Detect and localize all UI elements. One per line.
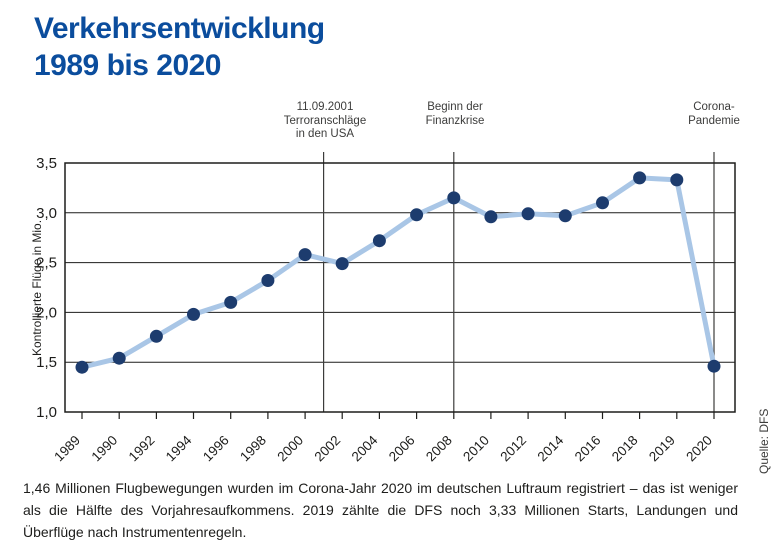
x-tick-label: 2020: [683, 433, 715, 465]
x-tick-label: 2002: [311, 433, 343, 465]
y-tick-label: 3,0: [36, 205, 57, 222]
x-tick-label: 2000: [274, 433, 306, 465]
annotation-corona-pandemic: Corona- Pandemie: [688, 101, 740, 127]
source-label: Quelle: DFS: [757, 408, 771, 474]
data-point-1989: [75, 360, 89, 374]
y-tick-label: 2,0: [36, 304, 57, 321]
annotation-terror-attacks: 11.09.2001 Terroranschläge in den USA: [283, 101, 367, 140]
x-tick-label: 1994: [163, 432, 195, 464]
y-tick-label: 1,0: [36, 404, 57, 421]
x-tick-label: 1998: [237, 433, 269, 465]
x-tick-label: 1992: [126, 433, 158, 465]
x-tick-label: 2010: [460, 433, 492, 465]
data-point-2008: [447, 191, 461, 205]
x-tick-label: 2014: [535, 432, 567, 464]
data-point-2002: [335, 257, 349, 271]
x-tick-label: 2008: [423, 433, 455, 465]
data-point-1994: [187, 307, 200, 321]
data-point-2019: [670, 173, 684, 187]
x-tick-label: 1990: [88, 433, 120, 465]
data-point-1998: [261, 274, 275, 287]
x-tick-label: 2019: [646, 433, 678, 465]
data-point-2004: [372, 234, 386, 248]
data-line: [79, 175, 717, 370]
annotation-financial-crisis: Beginn der Finanzkrise: [425, 101, 485, 127]
data-point-1992: [149, 329, 163, 343]
x-tick-label: 2006: [386, 433, 418, 465]
data-point-2014: [558, 209, 572, 223]
y-tick-label: 3,5: [36, 155, 57, 172]
data-point-1990: [112, 351, 126, 365]
data-point-1996: [224, 295, 238, 309]
x-tick-label: 2018: [609, 433, 641, 465]
x-tick-label: 1989: [51, 433, 83, 465]
data-point-2000: [298, 248, 312, 262]
data-point-2016: [596, 196, 609, 210]
y-tick-label: 2,5: [36, 255, 57, 272]
data-point-2010: [484, 210, 498, 224]
data-point-2018: [633, 171, 647, 185]
x-tick-label: 2016: [572, 433, 604, 465]
data-point-2012: [521, 207, 535, 221]
data-point-2020: [707, 359, 721, 373]
x-tick-label: 1996: [200, 433, 232, 465]
x-tick-label: 2004: [349, 432, 381, 464]
x-tick-label: 2012: [497, 433, 529, 465]
chart-title: Verkehrsentwicklung 1989 bis 2020: [34, 12, 325, 82]
footer-caption: 1,46 Millionen Flugbewegungen wurden im …: [23, 480, 738, 540]
data-point-2006: [410, 208, 424, 222]
plot-border: [64, 162, 736, 413]
y-tick-label: 1,5: [36, 354, 57, 371]
